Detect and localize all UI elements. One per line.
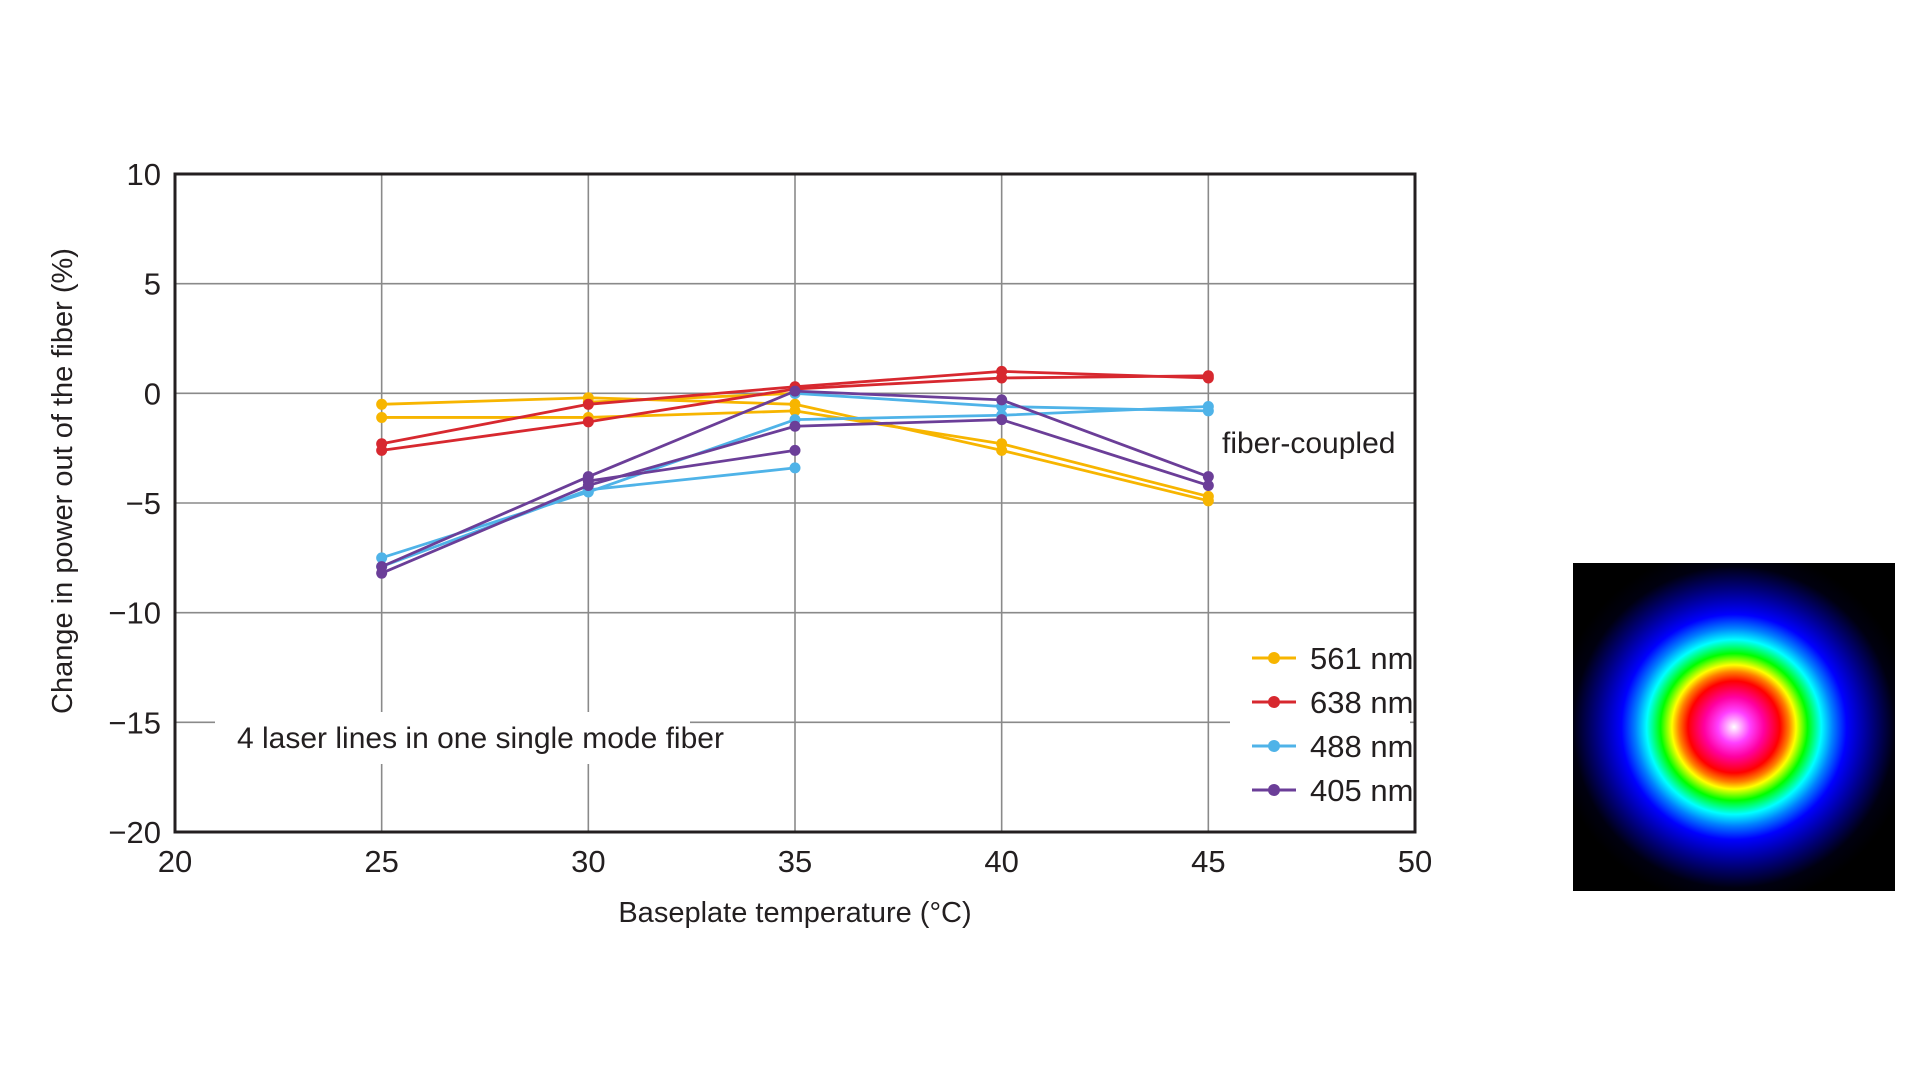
data-point — [582, 398, 594, 410]
data-point — [1202, 370, 1214, 382]
x-tick-label: 45 — [1191, 844, 1225, 879]
legend-label: 405 nm — [1310, 773, 1413, 808]
x-tick-label: 25 — [364, 844, 398, 879]
beam-profile-image — [1573, 563, 1895, 891]
data-point — [376, 411, 388, 423]
data-point — [582, 416, 594, 428]
legend-marker — [1268, 652, 1280, 664]
legend-label: 488 nm — [1310, 729, 1413, 764]
x-tick-label: 40 — [984, 844, 1018, 879]
y-tick-label: −5 — [126, 486, 161, 521]
data-point — [376, 398, 388, 410]
data-point — [1202, 405, 1214, 417]
annotation-backgrounds — [215, 415, 1400, 764]
y-tick-label: −20 — [108, 815, 161, 850]
data-point — [1202, 471, 1214, 483]
y-tick-label: 0 — [144, 376, 161, 411]
y-tick-label: 10 — [127, 157, 161, 192]
annotation-background — [1222, 415, 1400, 465]
legend-marker — [1268, 740, 1280, 752]
data-point — [789, 385, 801, 397]
data-point — [376, 552, 388, 564]
fiber-coupled-annotation: fiber-coupled — [1222, 427, 1395, 460]
legend-label: 561 nm — [1310, 641, 1413, 676]
data-point — [1202, 479, 1214, 491]
x-tick-label: 20 — [158, 844, 192, 879]
legend-marker — [1268, 696, 1280, 708]
data-point — [789, 420, 801, 432]
x-tick-label: 35 — [778, 844, 812, 879]
data-point — [376, 444, 388, 456]
annotation-background — [215, 712, 690, 764]
data-point — [789, 462, 801, 474]
data-point — [996, 372, 1008, 384]
data-point — [376, 561, 388, 573]
legend-marker — [1268, 784, 1280, 796]
x-axis-title: Baseplate temperature (°C) — [618, 897, 971, 929]
data-point — [996, 394, 1008, 406]
data-point — [996, 414, 1008, 426]
data-point — [1202, 490, 1214, 502]
y-tick-label: 5 — [144, 267, 161, 302]
data-point — [789, 444, 801, 456]
legend-label: 638 nm — [1310, 685, 1413, 720]
series-lines — [376, 365, 1214, 579]
y-tick-label: −15 — [108, 705, 161, 740]
y-tick-label: −10 — [108, 596, 161, 631]
legend: 561 nm 638 nm 488 nm 405 nm — [1230, 625, 1413, 820]
plot-frame — [173, 172, 1417, 834]
data-point — [996, 438, 1008, 450]
laser-lines-annotation: 4 laser lines in one single mode fiber — [237, 722, 724, 755]
x-tick-label: 30 — [571, 844, 605, 879]
data-point — [789, 405, 801, 417]
series-line — [588, 448, 796, 483]
data-point — [582, 475, 594, 487]
y-axis-title: Change in power out of the fiber (%) — [47, 248, 79, 714]
x-tick-label: 50 — [1398, 844, 1432, 879]
